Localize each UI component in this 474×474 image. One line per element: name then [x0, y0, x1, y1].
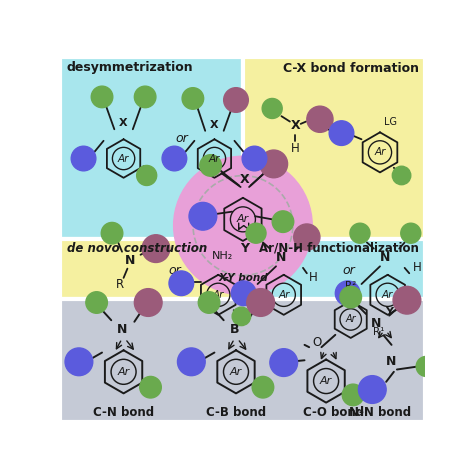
Circle shape: [182, 88, 204, 109]
Text: B: B: [230, 323, 239, 336]
Text: O: O: [312, 336, 321, 349]
Circle shape: [137, 165, 157, 185]
Circle shape: [252, 376, 273, 398]
Text: H: H: [291, 142, 300, 155]
Text: C-B bond: C-B bond: [206, 406, 266, 419]
Text: R²: R²: [345, 281, 356, 291]
Text: N: N: [386, 356, 397, 368]
Text: Ar: Ar: [374, 147, 386, 157]
Circle shape: [200, 155, 221, 176]
Circle shape: [246, 223, 266, 243]
Circle shape: [270, 349, 298, 376]
Circle shape: [71, 146, 96, 171]
Text: or: or: [168, 264, 181, 277]
Text: NH₂: NH₂: [211, 251, 233, 261]
Circle shape: [307, 106, 333, 132]
Circle shape: [169, 271, 194, 296]
Text: Ar: Ar: [118, 154, 129, 164]
Circle shape: [392, 166, 411, 185]
Circle shape: [232, 307, 251, 326]
Circle shape: [198, 292, 220, 313]
Circle shape: [262, 99, 282, 118]
Circle shape: [189, 202, 217, 230]
Circle shape: [340, 286, 362, 308]
Circle shape: [342, 384, 364, 406]
Text: desymmetrization: desymmetrization: [66, 62, 193, 74]
Text: X: X: [119, 118, 128, 128]
Text: N: N: [276, 251, 287, 264]
Circle shape: [247, 289, 274, 316]
Circle shape: [134, 289, 162, 316]
Text: N: N: [380, 251, 391, 264]
Circle shape: [140, 376, 161, 398]
Circle shape: [358, 376, 386, 403]
Text: N: N: [371, 317, 381, 330]
Text: Ar/N-H functionalization: Ar/N-H functionalization: [259, 242, 419, 255]
Text: X: X: [291, 119, 300, 132]
Text: X: X: [240, 173, 249, 186]
Text: X-Y bond: X-Y bond: [218, 273, 268, 283]
Circle shape: [224, 88, 248, 112]
FancyBboxPatch shape: [61, 57, 243, 239]
Text: Y: Y: [240, 242, 249, 255]
Text: Ar: Ar: [346, 314, 356, 324]
Text: de novo construction: de novo construction: [66, 242, 207, 255]
Circle shape: [242, 146, 267, 171]
Text: R¹: R¹: [373, 327, 384, 337]
Text: +: +: [326, 121, 342, 140]
Circle shape: [260, 150, 288, 178]
Circle shape: [416, 356, 436, 376]
Text: or: or: [343, 264, 356, 277]
Circle shape: [393, 286, 421, 314]
Circle shape: [350, 223, 370, 243]
Text: or: or: [175, 132, 188, 145]
Circle shape: [65, 348, 93, 376]
Circle shape: [335, 281, 360, 306]
Text: Ar: Ar: [278, 290, 290, 300]
FancyBboxPatch shape: [61, 299, 425, 422]
Text: Ar: Ar: [230, 367, 242, 377]
Text: LG: LG: [384, 117, 397, 127]
Circle shape: [142, 235, 170, 263]
Circle shape: [294, 224, 320, 250]
Text: R: R: [116, 278, 124, 291]
Text: Ar: Ar: [209, 154, 220, 164]
Text: N-N bond: N-N bond: [349, 406, 411, 419]
Text: Ar: Ar: [237, 214, 249, 224]
Text: H: H: [309, 272, 318, 284]
FancyBboxPatch shape: [61, 239, 243, 299]
Text: C-X bond formation: C-X bond formation: [283, 62, 419, 74]
Circle shape: [101, 222, 123, 244]
Text: C-O bond: C-O bond: [303, 406, 365, 419]
Text: N: N: [125, 255, 135, 267]
Circle shape: [173, 156, 312, 295]
Text: C-N bond: C-N bond: [93, 406, 154, 419]
Text: Ar: Ar: [118, 367, 130, 377]
Text: Ar: Ar: [382, 290, 393, 300]
Circle shape: [134, 86, 156, 108]
FancyBboxPatch shape: [243, 57, 425, 239]
Circle shape: [86, 292, 108, 313]
Circle shape: [231, 281, 256, 306]
Text: Ar: Ar: [320, 376, 332, 386]
Circle shape: [91, 86, 113, 108]
Circle shape: [162, 146, 187, 171]
Circle shape: [177, 348, 205, 376]
Text: N: N: [117, 323, 127, 336]
Text: H: H: [412, 261, 421, 274]
Circle shape: [272, 211, 294, 232]
Circle shape: [329, 121, 354, 146]
FancyBboxPatch shape: [243, 239, 425, 299]
Text: Ar: Ar: [213, 290, 224, 300]
Circle shape: [401, 223, 421, 243]
Text: Y: Y: [385, 307, 393, 317]
Text: X: X: [210, 120, 219, 130]
